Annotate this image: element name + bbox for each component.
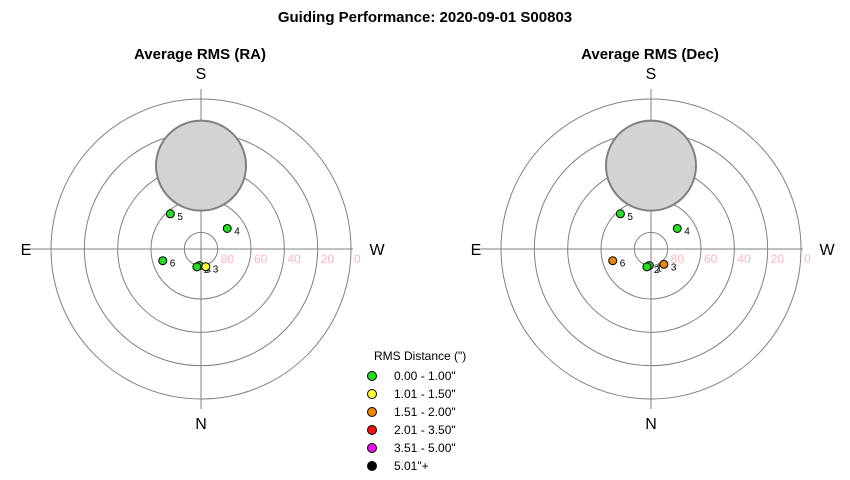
rms-point-2 [642,262,652,272]
point-label: 1 [656,264,662,275]
altitude-tick-label: 0 [354,252,361,266]
horizon-obstruction [155,119,247,212]
point-label: 2 [654,265,660,276]
legend-swatch [367,389,377,399]
rms-point-4 [672,223,682,233]
altitude-tick-label: 20 [321,252,335,266]
rms-point-6 [608,256,618,266]
legend-label: 1.51 - 2.00" [394,405,456,419]
compass-north-label: N [195,416,207,433]
polar-panel-dec: 80 60 40 20 0 S N E W 12 3 4 5 6 [471,66,836,433]
altitude-tick-label: 60 [254,252,268,266]
compass-south-label: S [196,66,207,83]
legend-label: 5.01"+ [394,459,429,473]
point-label: 3 [671,262,677,273]
compass-east-label: E [21,242,32,259]
altitude-tick-label: 80 [671,252,685,266]
legend-item: 2.01 - 3.50" [366,421,466,439]
altitude-tick-label: 20 [771,252,785,266]
point-label: 5 [627,212,633,223]
point-label: 6 [170,259,176,270]
compass-south-label: S [646,66,657,83]
legend-label: 2.01 - 3.50" [394,423,456,437]
rms-point-5 [615,209,625,219]
chart-title: Guiding Performance: 2020-09-01 S00803 [277,9,573,26]
compass-north-label: N [645,416,657,433]
rms-point-6 [158,256,168,266]
point-label: 4 [684,226,690,237]
legend-swatch [367,461,377,471]
rms-point-2 [192,262,202,272]
legend-item: 1.01 - 1.50" [366,385,466,403]
altitude-tick-label: 0 [804,252,811,266]
dec-panel-title: Average RMS (Dec) [581,46,719,63]
legend-label: 1.01 - 1.50" [394,387,456,401]
altitude-tick-label: 60 [704,252,718,266]
legend-swatch [367,371,377,381]
point-label: 3 [213,265,219,276]
legend-item: 3.51 - 5.00" [366,439,466,457]
compass-west-label: W [819,242,835,259]
compass-west-label: W [369,242,385,259]
legend-item: 1.51 - 2.00" [366,403,466,421]
point-label: 4 [234,226,240,237]
legend-swatch [367,443,377,453]
legend-label: 3.51 - 5.00" [394,441,456,455]
legend-swatch [367,407,377,417]
legend-label: 0.00 - 1.00" [394,369,456,383]
legend-item: 5.01"+ [366,457,466,475]
legend-item: 0.00 - 1.00" [366,367,466,385]
altitude-tick-label: 40 [737,252,751,266]
legend: RMS Distance (") 0.00 - 1.00" 1.01 - 1.50… [366,349,466,475]
legend-title: RMS Distance (") [374,349,467,363]
altitude-tick-label: 80 [221,252,235,266]
rms-point-5 [165,209,175,219]
ra-panel-title: Average RMS (RA) [134,46,266,63]
horizon-obstruction [605,119,697,212]
rms-point-3 [201,262,211,272]
point-label: 6 [620,259,626,270]
point-label: 5 [177,212,183,223]
rms-point-3 [659,259,669,269]
rms-point-4 [222,223,232,233]
compass-east-label: E [471,242,482,259]
altitude-tick-label: 40 [287,252,301,266]
legend-swatch [367,425,377,435]
